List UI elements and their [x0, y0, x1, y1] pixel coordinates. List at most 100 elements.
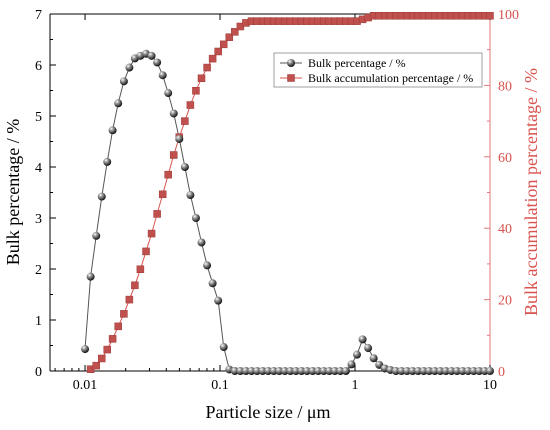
accumulation-point	[153, 210, 161, 218]
bulk-point	[402, 367, 411, 375]
bulk-point	[419, 367, 428, 375]
accumulation-point	[120, 310, 128, 318]
series-markers	[81, 12, 494, 375]
accumulation-point	[158, 190, 167, 199]
accumulation-point	[219, 40, 228, 49]
bulk-point	[369, 354, 378, 363]
bulk-point	[258, 367, 267, 375]
accumulation-point	[225, 33, 234, 41]
y-right-tick-label: 100	[498, 8, 519, 23]
bulk-point	[219, 343, 228, 352]
accumulation-point	[114, 322, 122, 331]
bulk-point	[397, 367, 406, 375]
bulk-point	[414, 367, 423, 375]
bulk-point	[97, 192, 106, 201]
bulk-point	[241, 367, 250, 375]
bulk-point	[114, 99, 123, 108]
x-tick-label: 10	[483, 378, 497, 393]
y-right-tick-label: 40	[498, 222, 512, 237]
bulk-point	[347, 360, 356, 369]
bulk-point	[341, 367, 350, 375]
bulk-point	[325, 367, 334, 375]
bulk-point	[469, 367, 478, 375]
accumulation-point	[136, 265, 145, 274]
y-right-axis-title: Bulk accumulation percentage / %	[521, 68, 541, 316]
bulk-point	[447, 367, 456, 375]
bulk-point	[430, 367, 439, 375]
accumulation-point	[486, 12, 494, 20]
bulk-point	[214, 296, 223, 305]
accumulation-point	[214, 47, 222, 56]
bulk-point	[125, 63, 134, 72]
y-tick-label: 7	[35, 8, 42, 23]
y-tick-label: 3	[35, 212, 42, 227]
y-right-tick-label: 0	[498, 365, 505, 380]
accumulation-point	[186, 101, 195, 109]
bulk-point	[180, 163, 189, 171]
bulk-point	[197, 238, 206, 247]
series-line-0	[84, 53, 490, 372]
bulk-point	[358, 335, 367, 344]
bulk-point	[280, 367, 289, 375]
accumulation-point	[98, 354, 106, 363]
y-tick-label: 4	[35, 161, 42, 176]
y-tick-label: 1	[35, 314, 42, 329]
legend: Bulk percentage / % Bulk accumulation pe…	[273, 52, 483, 88]
y-tick-label: 2	[35, 263, 42, 278]
bulk-point	[336, 367, 345, 375]
bulk-point	[236, 367, 245, 375]
y-axis-title: Bulk percentage / %	[3, 119, 23, 265]
bulk-point	[303, 367, 312, 375]
accumulation-point	[231, 28, 239, 36]
bulk-point	[308, 367, 317, 375]
accumulation-point	[142, 247, 150, 256]
y-right-tick-label: 60	[498, 151, 512, 166]
bulk-point	[408, 367, 417, 375]
bulk-point	[230, 367, 239, 375]
accumulation-point	[131, 281, 139, 290]
bulk-point	[441, 367, 450, 375]
bulk-point	[175, 134, 184, 143]
bulk-point	[452, 367, 461, 375]
legend-label-bulk: Bulk percentage / %	[308, 56, 406, 70]
bulk-point	[330, 367, 339, 375]
legend-box	[273, 52, 483, 88]
bulk-point	[264, 367, 273, 375]
bulk-point	[203, 261, 212, 270]
bulk-point	[475, 367, 484, 375]
bulk-point	[364, 344, 373, 353]
bulk-point	[169, 109, 178, 118]
bulk-point	[319, 367, 328, 375]
bulk-point	[464, 367, 473, 375]
bulk-point	[458, 367, 467, 375]
bulk-point	[291, 367, 300, 375]
bulk-point	[253, 367, 262, 375]
bulk-point	[186, 191, 195, 200]
accumulation-point	[147, 229, 156, 238]
accumulation-point	[203, 63, 211, 72]
x-tick-label: 0.01	[73, 378, 98, 393]
bulk-point	[86, 272, 95, 281]
bulk-point	[391, 367, 400, 375]
y-tick-label: 6	[35, 59, 42, 74]
bulk-point	[158, 71, 167, 80]
bulk-point	[208, 279, 217, 288]
legend-marker-bulk	[287, 59, 295, 67]
bulk-point	[486, 367, 494, 375]
bulk-point	[353, 350, 362, 359]
legend-label-accumulation: Bulk accumulation percentage / %	[308, 71, 473, 85]
bulk-point	[103, 157, 112, 166]
y-right-tick-label: 20	[498, 294, 512, 309]
bulk-point	[297, 367, 306, 375]
bulk-point	[247, 367, 256, 375]
accumulation-point	[197, 74, 206, 83]
x-axis-title: Particle size / μm	[205, 402, 330, 422]
bulk-point	[191, 214, 200, 222]
accumulation-point	[181, 117, 189, 125]
bulk-point	[314, 367, 323, 375]
bulk-point	[286, 367, 295, 375]
bulk-point	[108, 126, 117, 135]
accumulation-point	[125, 295, 134, 304]
